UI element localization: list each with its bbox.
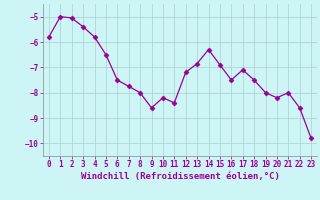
X-axis label: Windchill (Refroidissement éolien,°C): Windchill (Refroidissement éolien,°C) <box>81 172 279 181</box>
